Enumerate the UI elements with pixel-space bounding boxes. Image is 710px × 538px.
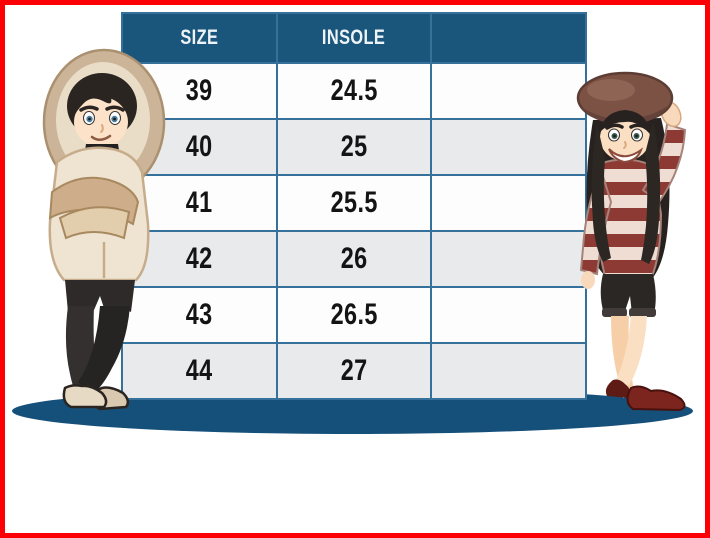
table-header-row: SIZE INSOLE [121, 12, 587, 64]
insole-column-header: INSOLE [275, 12, 433, 64]
shoe-size-table: SIZE INSOLE 39 24.5 40 25 41 25.5 [121, 12, 587, 400]
empty-cell [430, 62, 587, 120]
insole-cell: 26 [275, 230, 433, 288]
empty-column-header [430, 12, 587, 64]
girl-character-illustration [576, 71, 687, 412]
insole-cell: 25 [275, 118, 433, 176]
insole-cell: 25.5 [275, 174, 433, 232]
empty-cell [430, 118, 587, 176]
empty-cell [430, 174, 587, 232]
insole-cell: 24.5 [275, 62, 433, 120]
table-row: 39 24.5 [121, 62, 587, 120]
size-column-header: SIZE [121, 12, 278, 64]
empty-cell [430, 286, 587, 344]
table-row: 40 25 [121, 118, 587, 176]
table-row: 41 25.5 [121, 174, 587, 232]
empty-cell [430, 230, 587, 288]
empty-cell [430, 342, 587, 400]
table-row: 42 26 [121, 230, 587, 288]
insole-cell: 26.5 [275, 286, 433, 344]
insole-cell: 27 [275, 342, 433, 400]
size-cell: 43 [121, 286, 278, 344]
table-row: 44 27 [121, 342, 587, 400]
boy-character-illustration [42, 48, 166, 411]
size-cell: 44 [121, 342, 278, 400]
table-row: 43 26.5 [121, 286, 587, 344]
